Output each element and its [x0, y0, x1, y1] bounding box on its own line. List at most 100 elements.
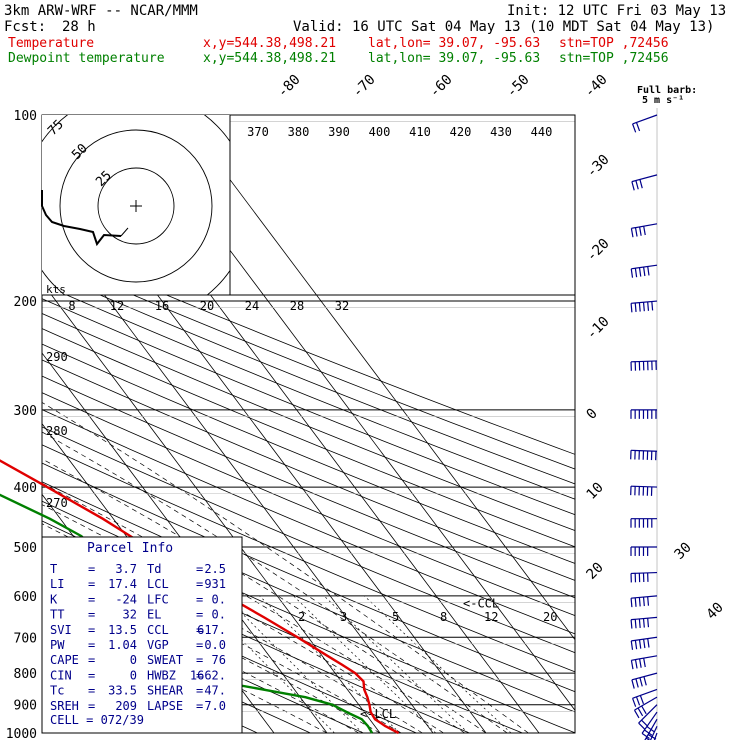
hodograph-segment — [120, 227, 129, 237]
dry-adiabat — [42, 606, 312, 733]
wind-barb-flag — [635, 180, 639, 190]
parcel-param-name-2: VGP — [147, 638, 169, 652]
wind-barb-flag — [635, 122, 641, 132]
wind-barb-flag — [634, 268, 638, 278]
parcel-param-equals: = — [88, 668, 95, 682]
hodograph-trace — [41, 190, 122, 247]
parcel-param-equals-2: = — [196, 668, 203, 682]
temperature-tick-label: -20 — [584, 236, 613, 265]
dry-adiabat — [42, 409, 575, 635]
wind-barb-flag — [647, 301, 650, 311]
wind-barb-flag — [634, 640, 638, 650]
parcel-param-value-2: 0.0 — [204, 638, 226, 652]
pressure-tick-label: 500 — [14, 541, 37, 556]
temperature-tick-label: 30 — [672, 540, 695, 563]
forecast-hours: 28 h — [62, 19, 96, 35]
temperature-tick-label: -80 — [275, 72, 304, 101]
parcel-param-value-2: 931 — [204, 577, 226, 591]
temperature-legend-xy: x,y=544.38,498.21 — [203, 36, 337, 51]
wind-barb — [630, 485, 658, 496]
wind-barb-flag — [647, 266, 650, 276]
dry-adiabat — [42, 426, 575, 654]
wind-barb-flag — [642, 597, 645, 607]
parcel-param-value: -24 — [115, 592, 137, 606]
wind-barb-flag — [641, 705, 647, 715]
forecast-label: Fcst: — [4, 19, 47, 35]
parcel-param-name-2: CCL — [147, 623, 169, 637]
wind-barb — [633, 696, 658, 719]
wind-barb-flag — [637, 707, 644, 717]
isotherm-line — [42, 352, 328, 733]
wind-barb — [630, 409, 657, 419]
wind-barb — [638, 704, 658, 730]
hodograph-speed-label: 16 — [155, 299, 169, 313]
pressure-tick-label: 600 — [14, 590, 37, 605]
parcel-param-equals: = — [88, 592, 95, 606]
grid-clip-group — [42, 115, 575, 733]
init-time: Init: 12 UTC Fri 03 May 13 — [507, 3, 727, 19]
wind-barb — [653, 732, 658, 740]
theta-label: 370 — [247, 125, 269, 139]
wind-barb — [644, 718, 658, 740]
wind-barb-flag — [639, 179, 643, 189]
parcel-param-equals: = — [88, 608, 95, 622]
chart-border — [41, 114, 576, 734]
wind-barb-flag — [639, 695, 645, 705]
wind-barb — [632, 688, 658, 707]
parcel-param-equals-2: = — [196, 638, 203, 652]
hodograph-ring — [59, 129, 213, 283]
parcel-param-value-2: 76 — [212, 653, 226, 667]
temperature-tick-label: -70 — [350, 72, 379, 101]
parcel-param-name-2: Td — [147, 562, 161, 576]
hodograph-speed-label: 24 — [245, 299, 259, 313]
wind-barb-flag — [635, 696, 641, 706]
wind-barb-flag — [630, 660, 634, 670]
wind-barb-flag — [638, 722, 646, 730]
wind-barb-staff — [634, 696, 658, 711]
wind-barb-flag — [643, 639, 646, 649]
wind-barb-flag — [634, 302, 637, 312]
mixing-ratio-label: 2 — [298, 610, 305, 624]
wind-barb-flag — [645, 737, 651, 740]
parcel-param-value: 209 — [115, 699, 137, 713]
wind-barb-flag — [635, 678, 639, 688]
wind-barb-flag — [638, 658, 642, 668]
parcel-param-name-2: LCL — [147, 577, 169, 591]
wind-barb — [630, 636, 658, 650]
wind-barb — [630, 616, 658, 629]
parcel-param-name: Tc — [50, 684, 64, 698]
parcel-param-equals: = — [88, 684, 95, 698]
wind-barb-flag — [647, 618, 650, 628]
temperature-tick-label: 20 — [584, 560, 607, 583]
parcel-param-name: T — [50, 562, 57, 576]
wind-barb-flag — [634, 597, 637, 607]
wind-barb-staff — [653, 732, 658, 740]
parcel-param-value: 3.7 — [115, 562, 137, 576]
parcel-info-title: Parcel Info — [87, 541, 173, 556]
theta-label-low: 290 — [46, 350, 68, 364]
parcel-param-name-2: HWBZ — [147, 668, 176, 682]
dry-adiabat — [42, 462, 575, 693]
mixing-ratio-label: 3 — [340, 610, 347, 624]
wind-barb-flag — [638, 597, 641, 607]
temperature-tick-label: -40 — [582, 72, 611, 101]
parcel-param-value: 0 — [130, 653, 137, 667]
wind-barb-flag — [651, 301, 654, 311]
moist-adiabat — [42, 504, 444, 733]
pressure-tick-label: 400 — [14, 481, 37, 496]
wind-barb-flag — [632, 698, 637, 707]
parcel-cell: CELL = 072/39 — [50, 713, 144, 727]
theta-label: 410 — [409, 125, 431, 139]
wind-barb-flag — [643, 266, 646, 277]
pressure-tick-label: 100 — [14, 109, 37, 124]
dewpoint-legend-station: stn=TOP ,72456 — [559, 51, 669, 66]
wind-barb-flag — [643, 226, 646, 236]
pressure-tick-label: 800 — [14, 667, 37, 682]
wind-barb — [631, 672, 658, 689]
parcel-param-name: TT — [50, 608, 64, 622]
wind-barb-flag — [643, 658, 646, 668]
temperature-legend-label: Temperature — [8, 36, 95, 51]
dry-adiabat — [42, 392, 575, 617]
